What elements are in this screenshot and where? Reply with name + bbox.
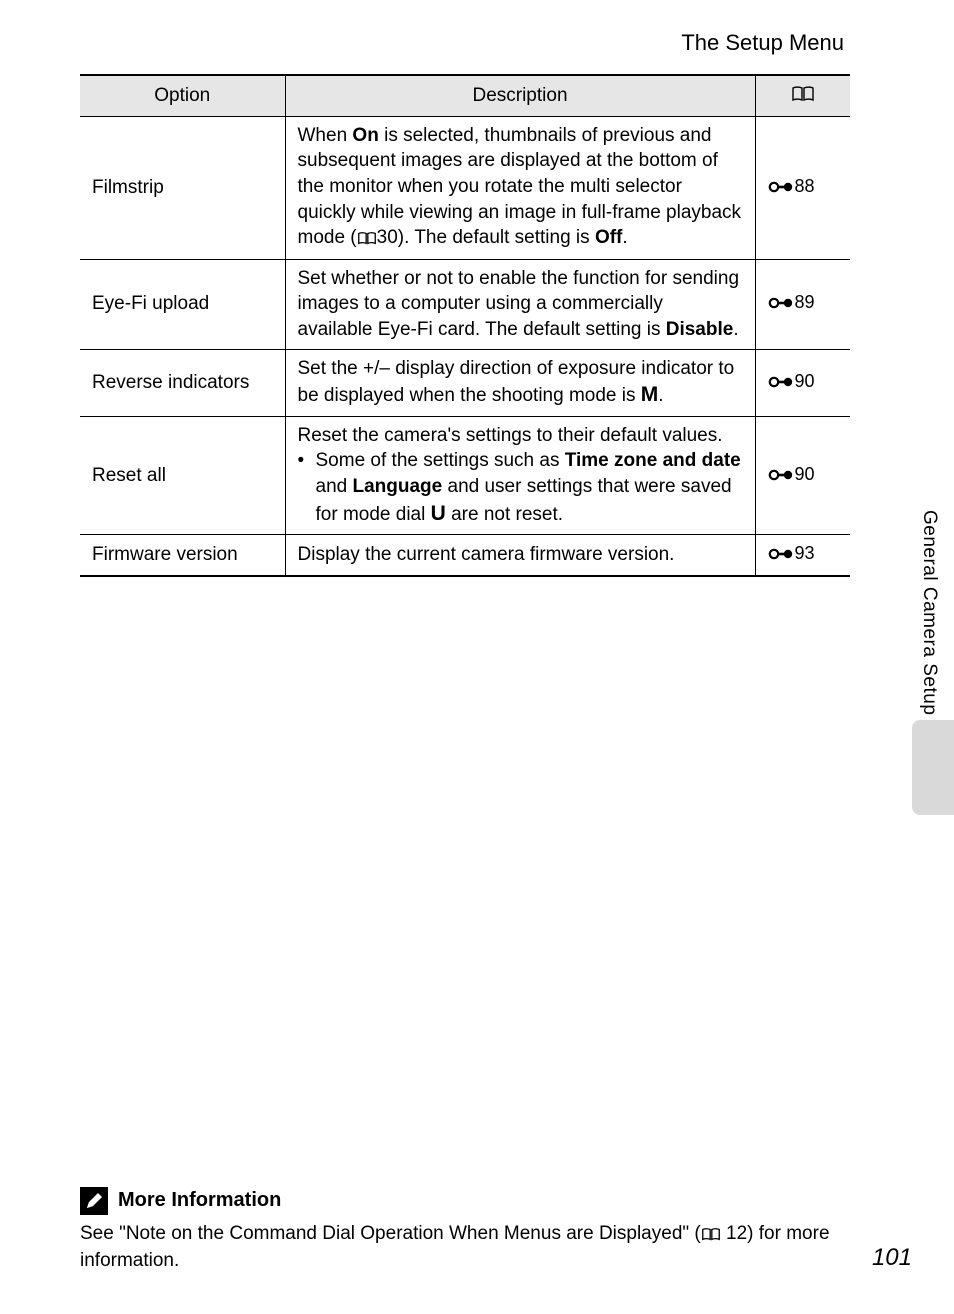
reference-link-icon — [768, 371, 794, 397]
footer-title: More Information — [118, 1189, 281, 1212]
option-ref: 90 — [755, 349, 850, 416]
desc-text: ). The default setting is — [398, 227, 595, 248]
book-icon — [701, 1223, 721, 1249]
option-name: Reset all — [80, 416, 285, 534]
reference-link-icon — [768, 292, 794, 318]
section-title: The Setup Menu — [80, 30, 894, 56]
table-row: Reset all Reset the camera's settings to… — [80, 416, 850, 534]
option-description: When On is selected, thumbnails of previ… — [285, 116, 755, 259]
mode-letter: U — [431, 502, 446, 525]
footer-ref-num: 12 — [721, 1223, 747, 1244]
options-table: Option Description Filmstrip When On is … — [80, 74, 850, 577]
desc-bold: Language — [352, 476, 442, 497]
option-name: Filmstrip — [80, 116, 285, 259]
option-description: Set whether or not to enable the functio… — [285, 259, 755, 349]
col-header-reference — [755, 75, 850, 116]
ref-number: 88 — [795, 176, 815, 196]
desc-text: Display the current camera firmware vers… — [298, 544, 675, 565]
desc-bold: Time zone and date — [565, 450, 741, 471]
table-row: Reverse indicators Set the +/– display d… — [80, 349, 850, 416]
desc-text: When — [298, 125, 353, 146]
book-icon — [791, 84, 815, 110]
desc-bold: On — [352, 125, 378, 146]
option-description: Reset the camera's settings to their def… — [285, 416, 755, 534]
option-ref: 88 — [755, 116, 850, 259]
reference-link-icon — [768, 176, 794, 202]
reference-link-icon — [768, 543, 794, 569]
col-header-description: Description — [285, 75, 755, 116]
table-row: Filmstrip When On is selected, thumbnail… — [80, 116, 850, 259]
desc-text: . — [658, 385, 663, 406]
side-tab: General Camera Setup — [904, 510, 954, 815]
side-tab-label: General Camera Setup — [918, 510, 940, 715]
option-ref: 93 — [755, 535, 850, 576]
reference-link-icon — [768, 464, 794, 490]
desc-text: and — [316, 476, 353, 497]
side-tab-bg — [912, 720, 954, 815]
desc-text: . — [733, 319, 738, 340]
option-description: Set the +/– display direction of exposur… — [285, 349, 755, 416]
footer: More Information See "Note on the Comman… — [80, 1187, 860, 1274]
footer-text-part: See "Note on the Command Dial Operation … — [80, 1223, 701, 1244]
option-ref: 90 — [755, 416, 850, 534]
table-header-row: Option Description — [80, 75, 850, 116]
bullet-icon: • — [298, 448, 316, 528]
option-ref: 89 — [755, 259, 850, 349]
note-pencil-icon — [80, 1187, 108, 1215]
col-header-option: Option — [80, 75, 285, 116]
ref-number: 90 — [795, 464, 815, 484]
page-number: 101 — [872, 1244, 912, 1272]
table-row: Eye-Fi upload Set whether or not to enab… — [80, 259, 850, 349]
desc-text: Set the +/– display direction of exposur… — [298, 358, 735, 407]
option-name: Eye-Fi upload — [80, 259, 285, 349]
mode-letter: M — [641, 383, 659, 406]
desc-text: Some of the settings such as — [316, 450, 565, 471]
ref-number: 89 — [795, 292, 815, 312]
desc-text: are not reset. — [446, 504, 563, 525]
desc-ref-num: 30 — [377, 227, 398, 248]
option-description: Display the current camera firmware vers… — [285, 535, 755, 576]
option-name: Firmware version — [80, 535, 285, 576]
footer-text: See "Note on the Command Dial Operation … — [80, 1221, 860, 1274]
ref-number: 93 — [795, 543, 815, 563]
table-row: Firmware version Display the current cam… — [80, 535, 850, 576]
option-name: Reverse indicators — [80, 349, 285, 416]
ref-number: 90 — [795, 371, 815, 391]
desc-text: Reset the camera's settings to their def… — [298, 423, 743, 449]
desc-text: . — [622, 227, 627, 248]
desc-bold: Off — [595, 227, 622, 248]
desc-bold: Disable — [666, 319, 734, 340]
book-icon — [357, 227, 377, 253]
